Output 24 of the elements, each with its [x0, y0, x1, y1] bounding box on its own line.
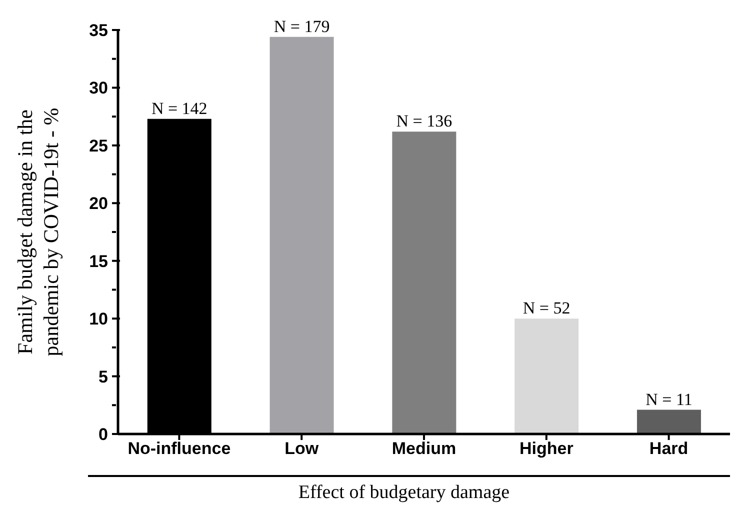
y-tick-label: 0: [98, 425, 108, 444]
bar: [514, 318, 579, 434]
y-tick-label: 15: [89, 252, 108, 271]
bar: [392, 132, 456, 434]
y-axis-title: Family budget damage in the pandemic by COVID-19t - %: [13, 108, 63, 356]
y-tick-label: 20: [89, 194, 108, 214]
x-tick-label: Higher: [519, 439, 574, 458]
annotation: N = 179: [274, 16, 330, 36]
y-tick-label: 10: [89, 310, 108, 329]
x-axis-title: Effect of budgetary damage: [298, 482, 510, 503]
x-tick-label: Hard: [649, 439, 688, 458]
y-tick-label: 5: [98, 367, 108, 386]
x-tick-label: Medium: [392, 439, 456, 458]
y-tick-label: 30: [89, 78, 108, 98]
annotation: N = 52: [522, 298, 570, 318]
x-tick-label: No-influence: [128, 439, 231, 458]
y-tick-label: 35: [89, 21, 108, 40]
x-tick-label: Low: [284, 439, 320, 458]
bar: [636, 410, 701, 434]
bar: [270, 36, 334, 434]
annotation: N = 142: [151, 98, 208, 118]
annotation: N = 136: [396, 112, 452, 131]
y-tick-label: 25: [89, 136, 108, 156]
annotation: N = 11: [646, 390, 692, 409]
